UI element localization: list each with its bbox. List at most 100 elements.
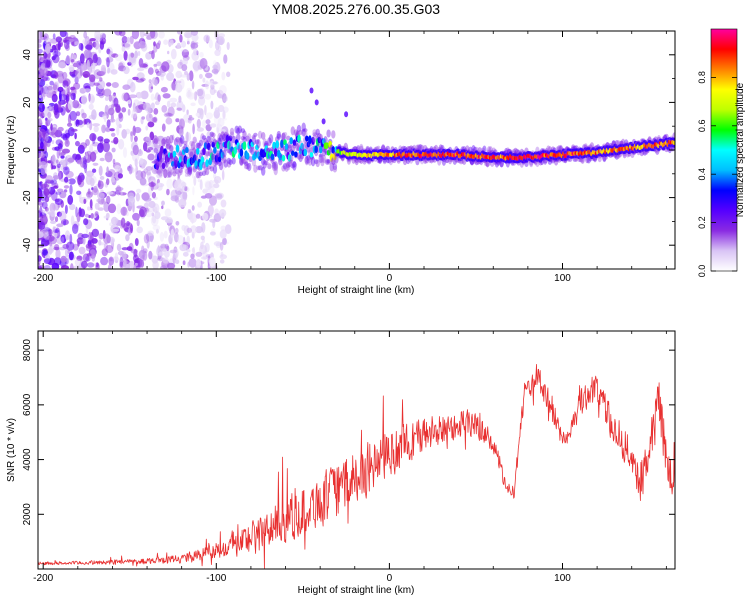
spectrogram-halo [176,137,182,145]
spectrogram-blob [54,129,63,138]
spectrogram-halo [514,149,520,154]
spectrogram-blob [54,48,58,58]
spectrogram-spike [321,118,326,125]
spectrogram-halo [304,156,309,166]
colorbar-label: Normalized spectral amplitude [735,82,746,217]
spectrogram-blob [196,88,204,97]
spectrogram-blob [40,183,50,189]
spectrogram-blob [137,51,141,56]
spectrogram-blob [187,209,192,214]
snr-y-label: SNR (10 * v/v) [6,418,17,482]
spectrogram-blob [208,39,213,49]
spectrogram-blob [147,147,154,151]
spectrogram-blob [55,248,61,260]
spectrogram-blob [38,43,42,48]
spectrogram-halo [271,161,277,169]
spectrogram-blob [78,42,84,51]
spectrogram-halo [229,127,235,136]
spectrogram-ridge-cell [203,142,208,150]
spectrogram-blob [40,110,44,118]
spectrogram-ridge-cell [160,145,164,154]
spectrogram-blob [150,86,154,90]
spectrogram-blob [182,58,188,66]
spectrogram-blob [166,217,174,226]
spectrogram-blob [165,117,173,125]
spectrogram-blob [106,119,111,128]
spectrogram-blob [97,71,106,75]
spectrogram-ridge-cell [275,140,280,149]
spectrogram-blob [169,39,174,46]
spectrogram-blob [188,115,193,119]
spectrogram-blob [51,154,56,162]
spectrogram-blob [198,96,206,106]
spectrogram-halo [169,134,174,144]
spectrogram-blob [213,241,222,247]
spectrogram-blob [98,200,107,205]
spectrogram-blob [195,226,204,234]
spectrogram-halo [513,147,518,154]
spectrogram-halo [329,162,334,172]
spectrogram-halo [321,154,327,164]
spectrogram-blob [153,63,158,67]
spectrogram-blob [73,265,82,269]
spectrogram-halo [159,157,165,163]
spectrogram-blob [205,112,213,120]
spectrogram-blob [213,172,217,179]
spectrogram-blob [157,40,161,46]
spectrogram-blob [88,103,94,110]
spectrogram-blob [170,228,174,239]
spectrogram-blob [135,188,142,194]
spectrogram-blob [91,187,94,191]
spectrogram-blob [161,123,166,132]
spectrogram-blob [150,102,155,109]
spectrogram-blob [79,53,85,64]
spectrogram-halo [261,132,266,140]
spectrogram-ridge-cell [672,140,675,145]
spectrogram-halo [324,159,330,165]
spectrogram-halo [271,162,277,171]
spectrogram-halo [251,134,257,139]
spectrogram-blob [45,133,49,142]
spectrogram-halo [240,136,246,141]
spectrogram-blob [38,51,42,62]
spectrogram-halo [572,157,577,162]
spectrogram-blob [115,117,121,127]
spectrogram-blob [184,131,192,142]
spectrogram-blob [54,216,59,223]
spectrogram-ridge-cell [194,160,198,169]
spectrogram-blob [83,31,88,39]
spectrogram-blob [204,105,207,116]
spectrogram-halo [217,160,222,167]
spectrogram-blob [188,148,195,157]
spectrogram-blob [74,258,82,266]
spectrogram-blob [65,170,74,179]
spectrogram-blob [139,157,144,165]
spectrogram-blob [45,210,52,214]
spectrogram-blob [89,199,93,209]
spectrogram-blob [195,251,203,257]
spectrogram-blob [196,118,201,129]
y-tick-label: 4000 [22,448,33,471]
spectrogram-blob [222,95,228,102]
spectrogram-blob [165,143,172,150]
spectrogram-blob [106,57,110,68]
spectrogram-blob [62,80,69,88]
spectrogram-blob [60,151,66,156]
spectrogram-blob [38,266,43,269]
spectrogram-blob [191,167,194,179]
spectrogram-blob [151,212,155,217]
spectrogram-halo [248,147,253,153]
spectrogram-blob [88,231,92,242]
spectrogram-blob [219,128,226,132]
spectrogram-halo [197,142,202,149]
spectrogram-blob [112,158,116,165]
spectrogram-blob [201,256,208,260]
spectrogram-halo [614,140,619,147]
spectrogram-blob [184,71,188,76]
spectrogram-halo [184,168,190,175]
spectrogram-blob [209,231,216,236]
spectrogram-blob [205,80,210,90]
spectrogram-halo [170,157,175,163]
spectrogram-ridge-cell [281,154,286,162]
spectrogram-ridge-cell [233,146,237,155]
